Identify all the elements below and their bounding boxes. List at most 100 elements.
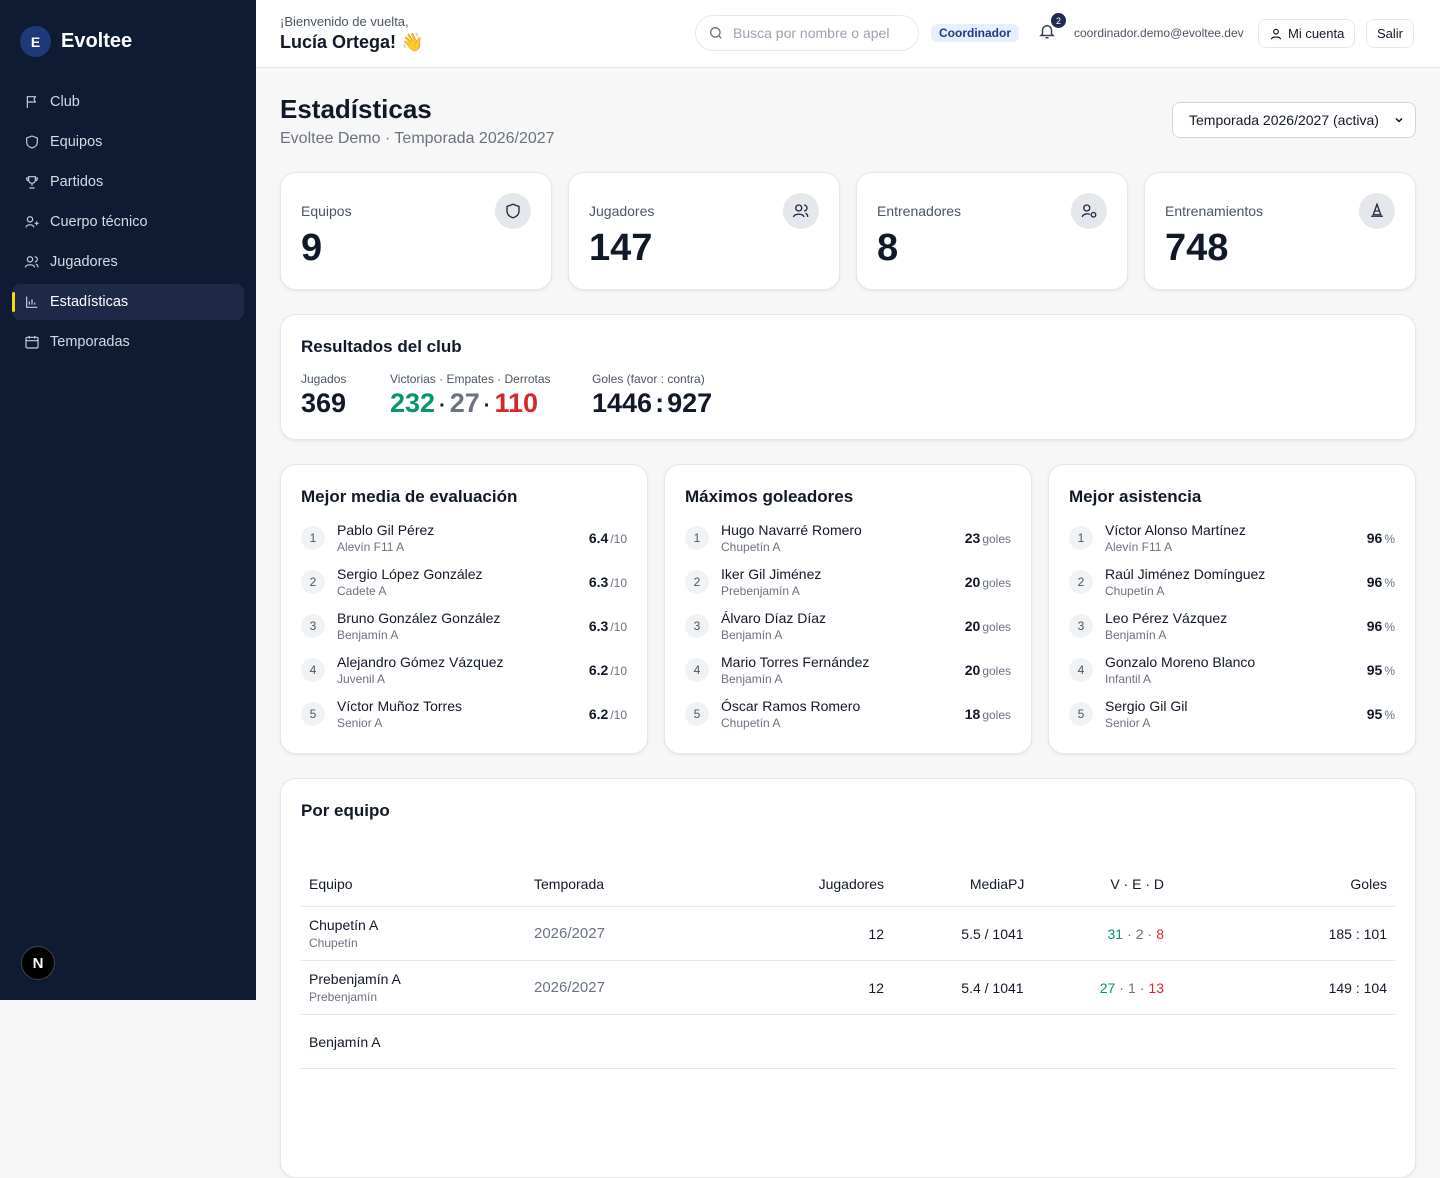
player-team: Senior A: [1105, 716, 1151, 730]
logout-button[interactable]: Salir: [1366, 19, 1415, 48]
rank: 2: [1069, 570, 1093, 594]
nav-item[interactable]: Partidos: [12, 164, 244, 200]
ranking-value: 18 goles: [965, 706, 1011, 722]
player-name: Álvaro Díaz Díaz: [721, 610, 827, 626]
role-badge: Coordinador: [931, 24, 1019, 42]
player-team: Chupetín A: [721, 540, 781, 554]
player-team: Juvenil A: [337, 672, 386, 686]
result-value: 369: [301, 388, 346, 419]
unit: %: [1384, 664, 1395, 678]
ranking-row: 2 Iker Gil Jiménez Prebenjamín A 20 goles: [685, 566, 1011, 606]
stat-label: Entrenadores: [877, 203, 962, 219]
nav-item[interactable]: Estadísticas: [12, 284, 244, 320]
season-select[interactable]: Temporada 2026/2027 (activa): [1172, 102, 1416, 138]
draws: 2: [1135, 925, 1144, 942]
nav-item[interactable]: Equipos: [12, 124, 244, 160]
search[interactable]: Busca por nombre o apel: [695, 15, 919, 51]
ranking-value: 96%: [1367, 618, 1395, 634]
nav-item[interactable]: Temporadas: [12, 324, 244, 360]
rank: 2: [301, 570, 325, 594]
average: 5.5 / 10: [961, 925, 1008, 942]
ranking-value: 95%: [1367, 662, 1395, 678]
player-team: Chupetín A: [1105, 584, 1165, 598]
team-name: Prebenjamín A: [309, 971, 401, 987]
value: 95: [1366, 662, 1383, 678]
stat-label: Entrenamientos: [1165, 203, 1264, 219]
column-header: Temporada: [534, 875, 605, 892]
rank: 5: [1069, 702, 1093, 726]
nav-icon: [24, 256, 39, 268]
unit: %: [1384, 708, 1395, 722]
rank: 1: [301, 526, 325, 550]
search-icon: [710, 27, 722, 39]
value: 6.3: [588, 618, 609, 634]
games: 41: [1008, 979, 1024, 996]
players: 12: [868, 979, 884, 996]
stat-card: Equipos 9: [280, 172, 552, 290]
nav-item[interactable]: Club: [12, 84, 244, 120]
player-team: Benjamín A: [721, 672, 783, 686]
card-title: Mejor media de evaluación: [301, 487, 518, 506]
main: Estadísticas Evoltee Demo · Temporada 20…: [280, 68, 1416, 1178]
team-cell: Prebenjamín A Prebenjamín: [309, 971, 534, 1004]
goals-against: 927: [667, 388, 713, 418]
players: 12: [868, 925, 884, 942]
season: 2026/2027: [534, 979, 605, 996]
value: 95: [1366, 706, 1383, 722]
nav-icon: [26, 296, 38, 308]
ranking-row: 5 Sergio Gil Gil Senior A 95%: [1069, 698, 1395, 738]
losses: 8: [1156, 925, 1164, 942]
page-subtitle: Evoltee Demo · Temporada 2026/2027: [280, 130, 555, 147]
stat-card: Jugadores 147: [568, 172, 840, 290]
stat-icon: [1071, 193, 1107, 229]
user-name: Lucía Ortega! 👋: [280, 32, 424, 52]
search-placeholder: Busca por nombre o apel: [733, 25, 890, 41]
ranking-value: 23 goles: [965, 530, 1011, 546]
stat-value: 8: [877, 227, 899, 269]
unit: goles: [982, 532, 1011, 546]
nav-label: Cuerpo técnico: [50, 214, 148, 230]
stat-glyph: [792, 204, 809, 218]
result-value: 1446:927: [592, 388, 712, 419]
player-name: Raúl Jiménez Domínguez: [1105, 566, 1266, 582]
value: 20: [964, 618, 981, 634]
ranking-row: 1 Pablo Gil Pérez Alevín F11 A 6.4/10: [301, 522, 627, 562]
stat-icon: [1359, 193, 1395, 229]
value: 18: [964, 706, 981, 722]
team-name: Benjamín A: [309, 1033, 381, 1050]
ranking-row: 1 Hugo Navarré Romero Chupetín A 23 goles: [685, 522, 1011, 562]
value: 6.4: [588, 530, 609, 546]
nav-item[interactable]: Cuerpo técnico: [12, 204, 244, 240]
dev-badge[interactable]: N: [21, 946, 55, 980]
greeting-text: ¡Bienvenido de vuelta,: [280, 14, 409, 29]
nav-item[interactable]: Jugadores: [12, 244, 244, 280]
nav-icon: [26, 135, 38, 149]
result-group: Goles (favor : contra) 1446:927: [592, 372, 712, 419]
team-name: Chupetín A: [309, 917, 379, 933]
ranking-row: 4 Mario Torres Fernández Benjamín A 20 goles: [685, 654, 1011, 694]
rank: 4: [685, 658, 709, 682]
player-name: Sergio López González: [337, 566, 483, 582]
bell[interactable]: [1038, 22, 1056, 40]
account-button[interactable]: Mi cuenta: [1258, 19, 1356, 48]
player-team: Benjamín A: [721, 628, 783, 642]
unit: /10: [610, 576, 627, 590]
value: 20: [964, 662, 981, 678]
player-name: Pablo Gil Pérez: [337, 522, 435, 538]
player-name: Gonzalo Moreno Blanco: [1105, 654, 1256, 670]
rank: 4: [1069, 658, 1093, 682]
stat-label: Jugadores: [589, 203, 655, 219]
column-header: Goles: [1350, 875, 1387, 892]
average: 5.4 / 10: [961, 979, 1008, 996]
player-name: Leo Pérez Vázquez: [1105, 610, 1228, 626]
goals: 185 : 101: [1328, 925, 1387, 942]
ranking-value: 20 goles: [965, 662, 1011, 678]
draws: 1: [1127, 979, 1136, 996]
value: 96: [1366, 618, 1383, 634]
team-category: Chupetín: [309, 936, 358, 950]
separator: ·: [1119, 979, 1124, 996]
player-team: Prebenjamín A: [721, 584, 800, 598]
card-title: Resultados del club: [301, 337, 462, 356]
value: 20: [964, 574, 981, 590]
unit: goles: [982, 620, 1011, 634]
